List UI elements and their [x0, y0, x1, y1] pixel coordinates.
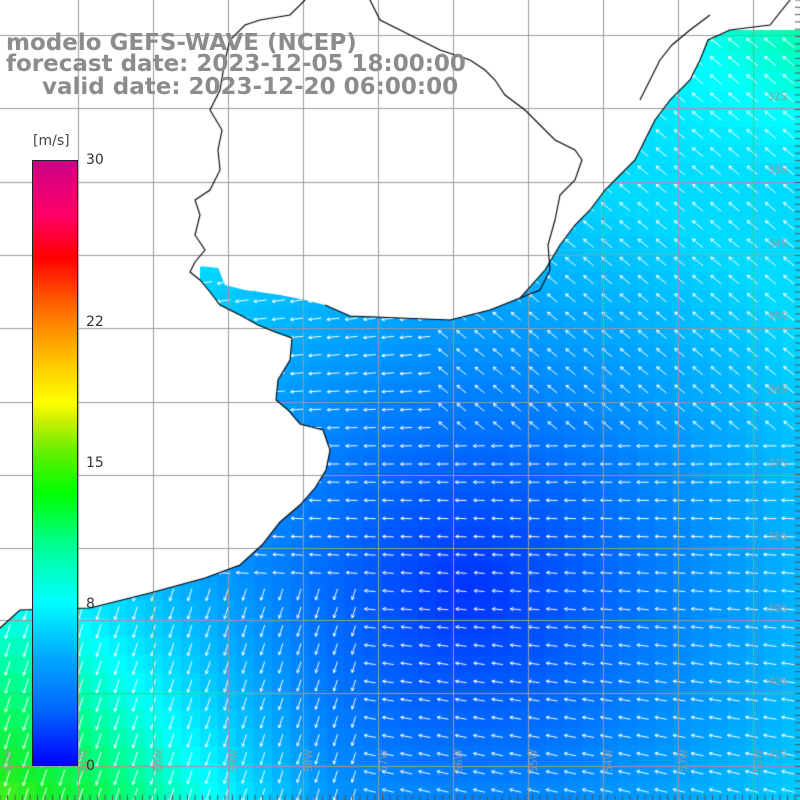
colorbar-tick-label: 8 — [86, 596, 95, 613]
colorbar-tick-label: 22 — [86, 313, 104, 330]
colorbar-tick-label: 30 — [86, 152, 104, 168]
model-title: modelo GEFS-WAVE (NCEP) — [6, 30, 357, 56]
colorbar-unit: [m/s] — [33, 133, 70, 149]
forecast-date: forecast date: 2023-12-05 18:00:00 — [6, 51, 466, 77]
colorbar-tick-label: 0 — [86, 758, 95, 774]
colorbar-tick-label: 15 — [86, 455, 104, 471]
valid-date: valid date: 2023-12-20 06:00:00 — [42, 74, 459, 100]
colorbar — [32, 160, 78, 766]
